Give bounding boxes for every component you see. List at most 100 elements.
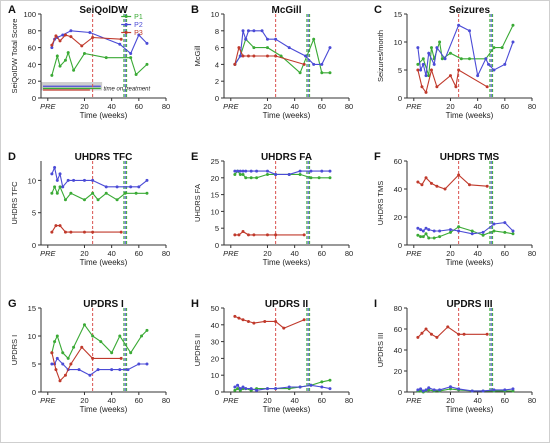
y-tick-label: 0	[398, 388, 402, 397]
data-point	[61, 351, 65, 355]
series-line	[51, 185, 147, 201]
data-point	[448, 230, 452, 234]
data-point	[448, 51, 452, 55]
data-point	[419, 387, 423, 391]
data-point	[129, 351, 133, 355]
panel-letter: E	[191, 151, 198, 163]
data-point	[511, 389, 515, 393]
x-axis-label: Time (weeks)	[80, 111, 128, 120]
y-tick-label: 30	[211, 338, 219, 347]
data-point	[252, 29, 256, 33]
y-axis-label: UPDRS II	[193, 334, 202, 367]
data-point	[328, 387, 332, 391]
data-point	[80, 44, 84, 48]
y-tick-label: 50	[211, 304, 219, 313]
y-tick-label: 20	[211, 354, 219, 363]
y-tick-label: 20	[394, 367, 402, 376]
series-p2	[416, 385, 515, 393]
series-line	[51, 225, 122, 233]
data-point	[448, 228, 452, 232]
data-point	[58, 224, 62, 228]
data-point	[438, 388, 442, 392]
data-point	[244, 176, 248, 180]
y-tick-label: 4	[215, 60, 219, 69]
x-tick-label: 20	[446, 396, 454, 405]
data-point	[236, 383, 240, 387]
data-point	[427, 236, 431, 240]
chart-title: UPDRS II	[265, 299, 309, 310]
data-point	[511, 40, 515, 44]
data-point	[69, 29, 73, 33]
data-point	[438, 235, 442, 239]
x-tick-label: 40	[290, 249, 298, 258]
panel-letter: I	[374, 298, 377, 310]
y-tick-label: 5	[215, 224, 219, 233]
y-tick-label: 10	[28, 176, 36, 185]
y-tick-label: 10	[28, 332, 36, 341]
x-axis-label: Time (weeks)	[80, 405, 128, 414]
data-point	[511, 229, 515, 233]
data-point	[145, 362, 149, 366]
data-point	[137, 33, 141, 37]
x-tick-label: 80	[528, 102, 536, 111]
data-point	[91, 356, 95, 360]
data-point	[492, 68, 496, 72]
data-point	[320, 380, 324, 384]
data-point	[123, 191, 127, 195]
data-point	[492, 222, 496, 226]
data-point	[416, 68, 420, 72]
data-point	[119, 37, 123, 41]
x-tick-label: 60	[135, 102, 143, 111]
x-tick-label: 20	[446, 102, 454, 111]
legend-entry: P1	[134, 14, 143, 21]
data-point	[104, 185, 108, 189]
x-tick-label: 40	[290, 396, 298, 405]
data-point	[457, 387, 461, 391]
data-point	[481, 233, 485, 237]
data-point	[302, 318, 306, 322]
data-point	[69, 191, 73, 195]
x-tick-label: PRE	[223, 249, 239, 258]
data-point	[110, 351, 114, 355]
x-tick-label: 20	[263, 396, 271, 405]
data-point	[58, 172, 62, 176]
y-tick-label: 2	[215, 77, 219, 86]
data-point	[462, 332, 466, 336]
data-point	[233, 172, 237, 176]
x-axis-label: Time (weeks)	[263, 258, 311, 267]
data-point	[63, 373, 67, 377]
x-tick-label: 20	[446, 249, 454, 258]
data-point	[91, 36, 95, 40]
chart-title: UHDRS FA	[261, 152, 312, 163]
data-point	[298, 169, 302, 173]
series-line	[234, 230, 305, 236]
data-point	[287, 46, 291, 50]
legend-marker	[124, 31, 128, 35]
data-point	[448, 387, 452, 391]
data-point	[238, 172, 242, 176]
chart-title: UHDRS TFC	[75, 152, 133, 163]
data-point	[328, 176, 332, 180]
y-tick-label: 5	[32, 360, 36, 369]
series-p3	[50, 33, 123, 48]
data-point	[492, 46, 496, 50]
y-tick-label: 0	[32, 94, 36, 103]
y-tick-label: 100	[23, 10, 36, 19]
data-point	[54, 368, 58, 372]
x-tick-label: PRE	[40, 396, 56, 405]
y-tick-label: 0	[32, 388, 36, 397]
data-point	[429, 332, 433, 336]
series-line	[417, 174, 488, 190]
data-point	[312, 62, 316, 66]
series-p3	[416, 325, 489, 339]
x-tick-label: 60	[501, 396, 509, 405]
data-point	[424, 176, 428, 180]
data-point	[246, 29, 250, 33]
data-point	[424, 232, 428, 236]
x-tick-label: 80	[162, 396, 170, 405]
data-point	[419, 235, 423, 239]
data-point	[420, 331, 424, 335]
series-line	[51, 50, 148, 76]
y-axis-label: UPDRS I	[10, 335, 19, 365]
